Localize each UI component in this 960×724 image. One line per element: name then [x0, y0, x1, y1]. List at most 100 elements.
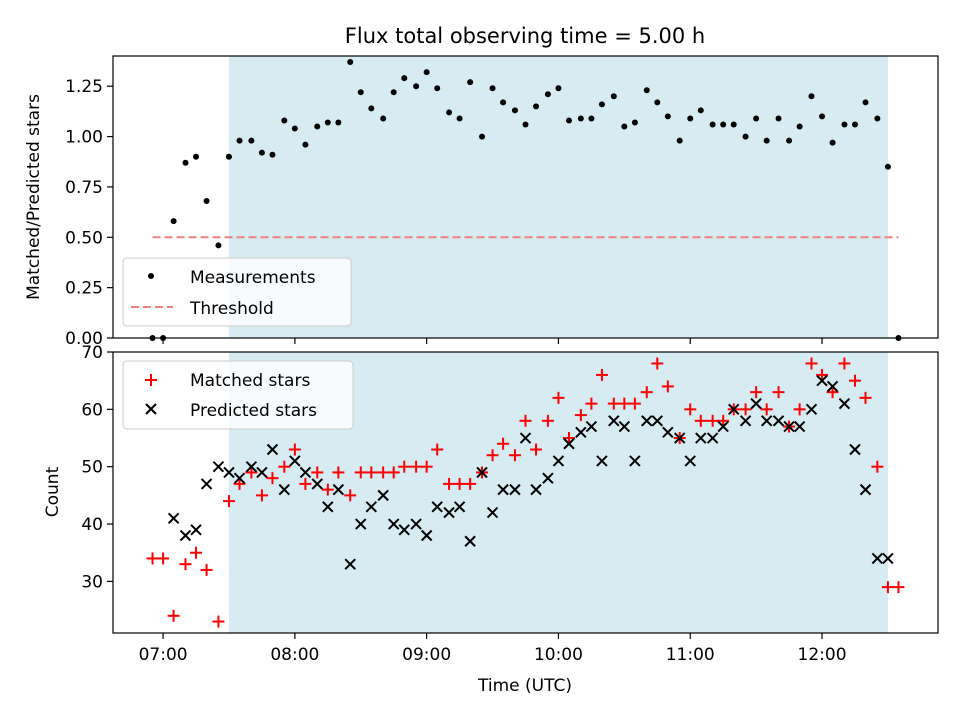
- measurement-point: [182, 159, 189, 166]
- measurement-point: [796, 123, 803, 130]
- predicted-star-point: [695, 432, 707, 444]
- measurement-point: [786, 137, 793, 144]
- measurement-point: [610, 93, 617, 100]
- predicted-star-point: [278, 483, 291, 496]
- matched-star-point: [443, 477, 456, 490]
- matched-star-point: [881, 581, 894, 594]
- predicted-star-point: [179, 529, 192, 542]
- predicted-star-point: [783, 420, 795, 433]
- measurement-point: [291, 125, 298, 132]
- measurement-point: [874, 115, 881, 122]
- measurement-point: [631, 119, 638, 126]
- predicted-star-point: [608, 415, 620, 427]
- predicted-star-point: [750, 397, 762, 410]
- matched-star-point: [146, 552, 159, 565]
- legend-marker-predicted-stars: [145, 403, 157, 415]
- matched-star-point: [717, 414, 730, 427]
- top-legend-box: [122, 257, 352, 327]
- measurement-point: [248, 137, 255, 144]
- matched-star-point: [288, 443, 301, 456]
- matched-star-point: [167, 609, 180, 622]
- predicted-star-point: [717, 420, 729, 433]
- matched-star-point: [562, 432, 575, 445]
- chart-title: Flux total observing time = 5.00 h: [345, 24, 705, 48]
- predicted-star-point: [530, 483, 542, 496]
- predicted-star-point: [311, 478, 323, 490]
- measurement-point: [577, 115, 584, 122]
- legend-marker-measurements: [148, 273, 154, 279]
- measurement-point: [335, 119, 342, 126]
- top-y-tick-label: 1.00: [65, 128, 103, 148]
- measurement-point: [829, 139, 836, 146]
- matched-star-point: [245, 466, 258, 479]
- predicted-star-point: [223, 466, 235, 479]
- predicted-star-point: [388, 518, 400, 530]
- predicted-star-point: [355, 518, 367, 530]
- predicted-star-point: [431, 501, 443, 513]
- legend-label-threshold: Threshold: [189, 299, 274, 319]
- predicted-star-point: [849, 443, 861, 456]
- predicted-star-point: [299, 466, 312, 479]
- legend-label-measurements: Measurements: [190, 268, 316, 288]
- measurement-point: [697, 107, 704, 114]
- measurement-point: [522, 121, 529, 128]
- bottom-y-tick-label: 70: [81, 343, 103, 363]
- measurement-point: [544, 91, 551, 98]
- predicted-star-point: [760, 415, 773, 427]
- matched-star-point: [431, 443, 444, 456]
- matched-star-point: [552, 391, 565, 404]
- measurement-point: [841, 121, 848, 128]
- predicted-star-point: [322, 501, 334, 513]
- measurement-point: [643, 87, 650, 94]
- measurement-point: [763, 137, 770, 144]
- top-y-tick-label: 0.50: [65, 228, 103, 248]
- predicted-star-point: [793, 420, 806, 433]
- matched-star-point: [838, 357, 851, 370]
- measurement-point: [380, 115, 387, 122]
- matched-star-point: [706, 414, 719, 427]
- matched-star-point: [266, 472, 279, 485]
- measurement-point: [819, 113, 826, 120]
- matched-star-point: [190, 546, 203, 559]
- measurement-point: [324, 119, 331, 126]
- measurement-point: [281, 117, 288, 124]
- predicted-star-point: [233, 472, 246, 484]
- matched-star-point: [848, 374, 861, 387]
- predicted-star-point: [629, 455, 641, 467]
- bottom-legend-box: [122, 360, 354, 430]
- matched-star-point: [640, 386, 653, 399]
- matched-star-point: [816, 368, 829, 381]
- matched-star-point: [826, 386, 839, 399]
- predicted-star-point: [377, 489, 389, 502]
- bottom-y-axis: 30 40 50 60 70: [81, 343, 113, 592]
- matched-star-point: [871, 460, 884, 473]
- predicted-star-point: [706, 432, 719, 444]
- measurement-point: [500, 99, 507, 106]
- bottom-y-axis-label: Count: [43, 466, 63, 517]
- matched-star-point: [497, 437, 510, 450]
- measurement-point: [565, 117, 572, 124]
- matched-star-point: [574, 409, 587, 422]
- predicted-star-point: [641, 415, 653, 427]
- predicted-star-point: [871, 552, 884, 565]
- measurement-point: [709, 121, 716, 128]
- measurement-point: [555, 85, 562, 92]
- measurement-point: [446, 109, 453, 116]
- bottom-y-tick-label: 60: [81, 400, 103, 420]
- top-y-tick-label: 0.00: [65, 329, 103, 349]
- matched-star-point: [453, 477, 466, 490]
- matched-star-point: [311, 466, 324, 479]
- predicted-star-point: [497, 483, 509, 496]
- measurement-point: [467, 79, 474, 86]
- predicted-star-point: [245, 460, 258, 473]
- x-tick-label: 07:00: [139, 645, 188, 665]
- predicted-star-point: [365, 501, 378, 513]
- legend-label-predicted-stars: Predicted stars: [190, 401, 317, 421]
- matched-star-point: [233, 477, 246, 490]
- measurement-point: [170, 218, 177, 225]
- measurement-point: [479, 133, 486, 140]
- measurement-point: [401, 75, 408, 82]
- predicted-star-point: [585, 420, 598, 433]
- matched-star-point: [618, 397, 631, 410]
- predicted-star-point: [256, 466, 268, 479]
